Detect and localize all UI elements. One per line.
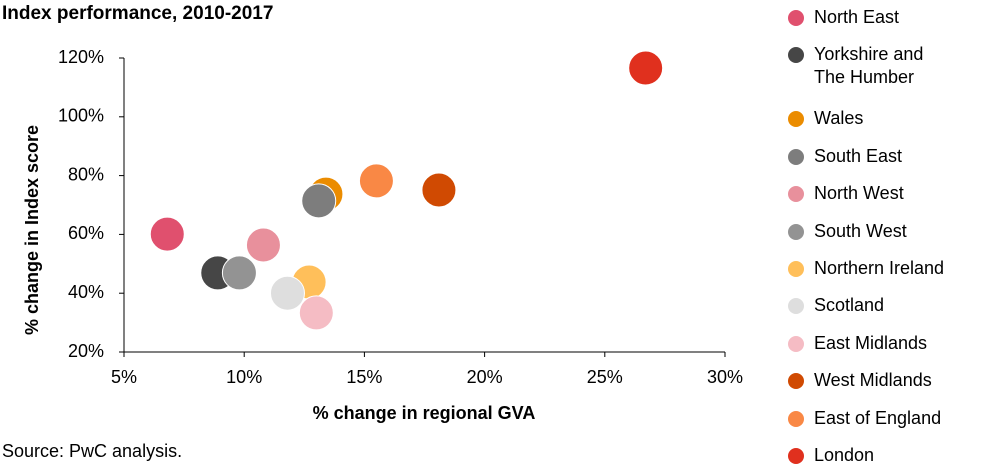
chart-title: Index performance, 2010-2017	[2, 3, 273, 24]
point	[298, 295, 334, 331]
legend-label: Yorkshire and The Humber	[814, 44, 924, 88]
x-axis-title: % change in regional GVA	[313, 403, 536, 423]
legend-item: North East	[788, 6, 899, 29]
legend-label: West Midlands	[814, 370, 932, 391]
point	[245, 227, 281, 263]
legend-swatch	[788, 410, 804, 427]
legend-label: East of England	[814, 407, 942, 428]
legend-swatch	[788, 223, 804, 240]
legend-swatch	[788, 261, 804, 277]
y-tick-label: 40%	[68, 282, 104, 302]
legend-label: South West	[814, 220, 907, 241]
legend-label: London	[814, 445, 875, 465]
y-tick-label: 60%	[68, 223, 104, 243]
point	[269, 275, 305, 311]
legend-swatch	[788, 298, 804, 315]
legend-item: Yorkshire and The Humber	[788, 43, 959, 89]
legend-swatch	[788, 148, 804, 165]
legend-item: South West	[788, 220, 907, 243]
legend-item: South East	[788, 145, 902, 168]
legend-swatch	[788, 47, 804, 64]
point	[358, 163, 394, 199]
legend-swatch	[788, 186, 804, 203]
legend-item: West Midlands	[788, 369, 932, 392]
legend-label: South East	[814, 145, 903, 166]
x-tick-label: 10%	[226, 367, 262, 387]
legend-item: Wales	[788, 107, 863, 130]
legend-label: Wales	[814, 108, 864, 129]
legend-swatch	[788, 448, 804, 464]
point	[628, 50, 664, 86]
legend-item: North West	[788, 182, 904, 205]
legend-item: East Midlands	[788, 332, 927, 355]
point	[421, 172, 457, 208]
legend-swatch	[788, 111, 804, 128]
x-tick-label: 25%	[587, 367, 623, 387]
y-tick-label: 20%	[68, 341, 104, 361]
point	[301, 183, 337, 219]
legend-label: East Midlands	[814, 332, 928, 353]
y-tick-label: 100%	[58, 106, 104, 126]
y-axis-title: % change in Index score	[22, 125, 42, 335]
legend-label: North East	[814, 7, 900, 27]
legend-label: Northern Ireland	[814, 258, 945, 278]
point	[149, 216, 185, 252]
legend-label: Scotland	[814, 295, 885, 316]
legend-label: North West	[814, 183, 904, 204]
x-tick-label: 15%	[346, 367, 382, 387]
y-tick-label: 120%	[58, 47, 104, 67]
legend-swatch	[788, 373, 804, 390]
legend-item: East of England	[788, 407, 941, 430]
source: Source: PwC analysis.	[2, 441, 182, 461]
legend-item: Scotland	[788, 294, 884, 317]
point	[221, 255, 257, 291]
x-tick-label: 20%	[467, 367, 503, 387]
x-tick-label: 5%	[111, 367, 137, 387]
legend-swatch	[788, 335, 804, 352]
legend-item: London	[788, 444, 874, 465]
legend-swatch	[788, 10, 804, 26]
y-tick-label: 80%	[68, 164, 104, 184]
legend-item: Northern Ireland	[788, 257, 944, 280]
x-tick-label: 30%	[707, 367, 743, 387]
